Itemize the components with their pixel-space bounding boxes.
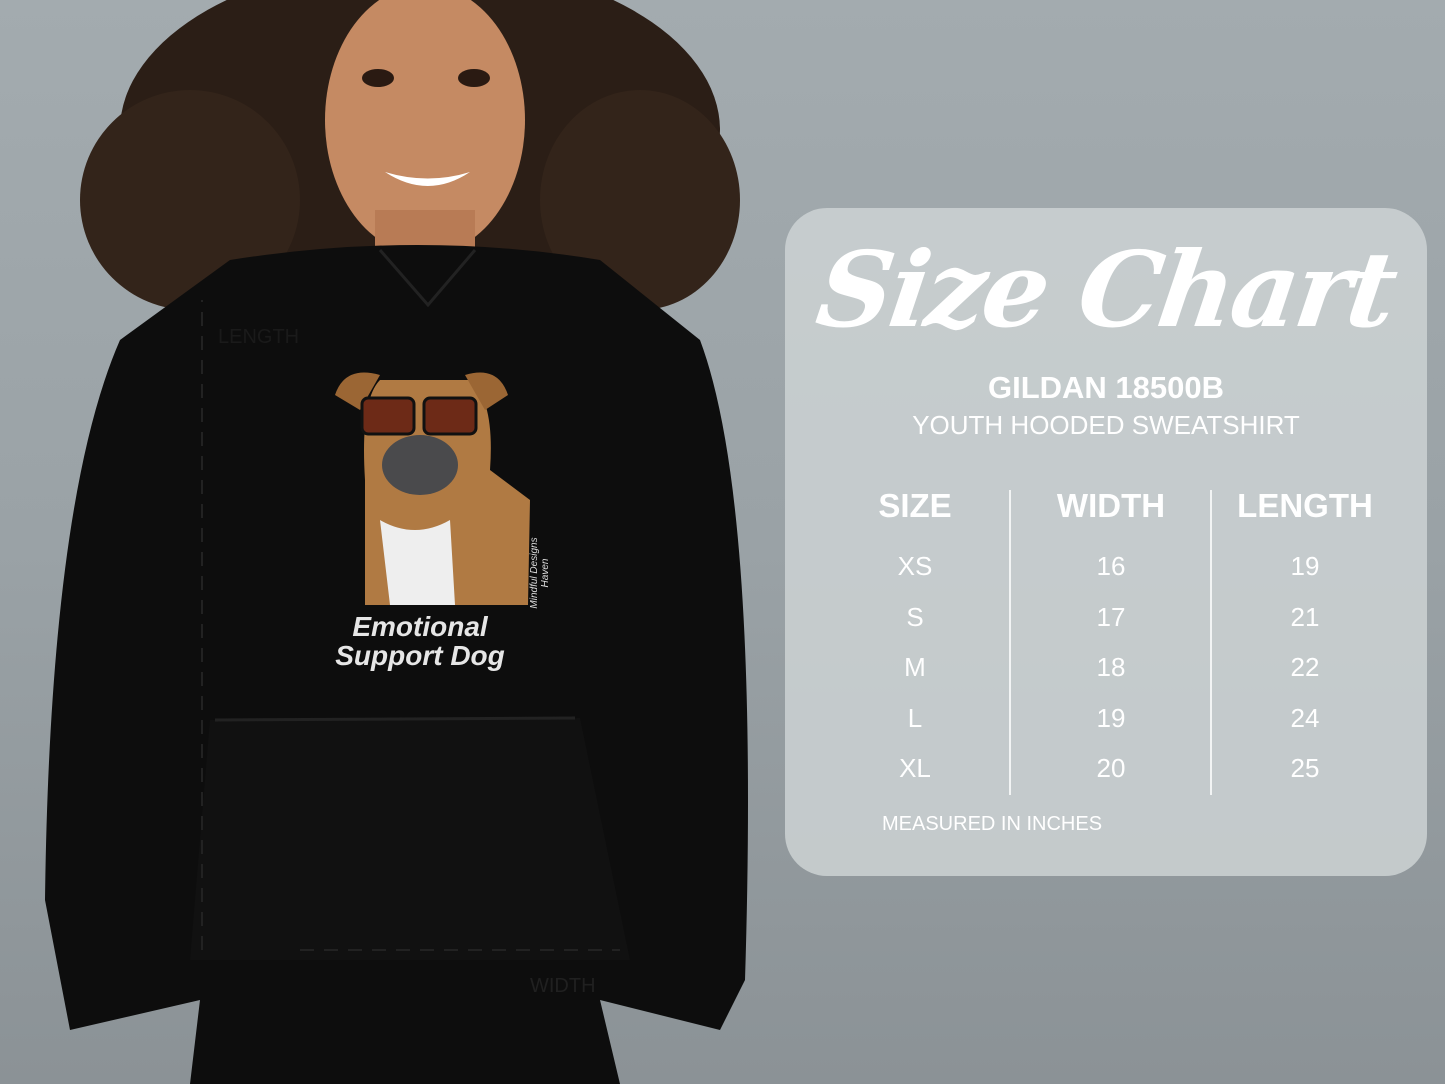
length-cell: 19 — [1290, 551, 1320, 581]
size-cell: L — [907, 702, 923, 733]
header-length: LENGTH — [1237, 487, 1373, 524]
width-cell: 17 — [1096, 601, 1126, 632]
measurement-note: MEASURED IN INCHES — [882, 813, 1103, 835]
length-cell: 21 — [1290, 601, 1320, 632]
hoodie — [45, 245, 748, 1084]
width-label: WIDTH — [530, 975, 596, 997]
length-cell: 24 — [1290, 702, 1320, 733]
size-cell: M — [904, 652, 926, 682]
column-divider — [1009, 490, 1011, 795]
dog-print-image — [335, 372, 530, 605]
size-chart-panel — [785, 208, 1427, 876]
width-cell: 20 — [1096, 753, 1126, 783]
size-column: SIZE XS S M L XL — [820, 485, 1010, 800]
print-signature: Mindful Designs Haven — [529, 537, 551, 609]
length-label: LENGTH — [218, 326, 300, 348]
size-cell: XL — [899, 753, 931, 783]
brand-model: GILDAN 18500B — [987, 370, 1225, 405]
length-cell: 25 — [1290, 753, 1320, 783]
width-cell: 16 — [1096, 551, 1126, 581]
print-text-line2: Support Dog — [335, 640, 505, 671]
print-text: Emotional Support Dog — [300, 612, 540, 670]
size-cell: XS — [897, 551, 933, 581]
header-size: SIZE — [878, 487, 952, 524]
width-column: WIDTH 16 17 18 19 20 — [1016, 485, 1206, 800]
column-divider — [1210, 490, 1212, 795]
size-chart-title: Size Chart — [810, 228, 1402, 351]
product-name: YOUTH HOODED SWEATSHIRT — [912, 410, 1300, 440]
size-cell: S — [906, 601, 924, 632]
header-width: WIDTH — [1056, 487, 1166, 524]
width-cell: 18 — [1096, 652, 1126, 682]
width-cell: 19 — [1096, 702, 1126, 733]
length-cell: 22 — [1290, 652, 1320, 682]
print-text-line1: Emotional — [352, 611, 488, 642]
length-column: LENGTH 19 21 22 24 25 — [1210, 485, 1400, 800]
model-photo — [45, 0, 748, 1084]
